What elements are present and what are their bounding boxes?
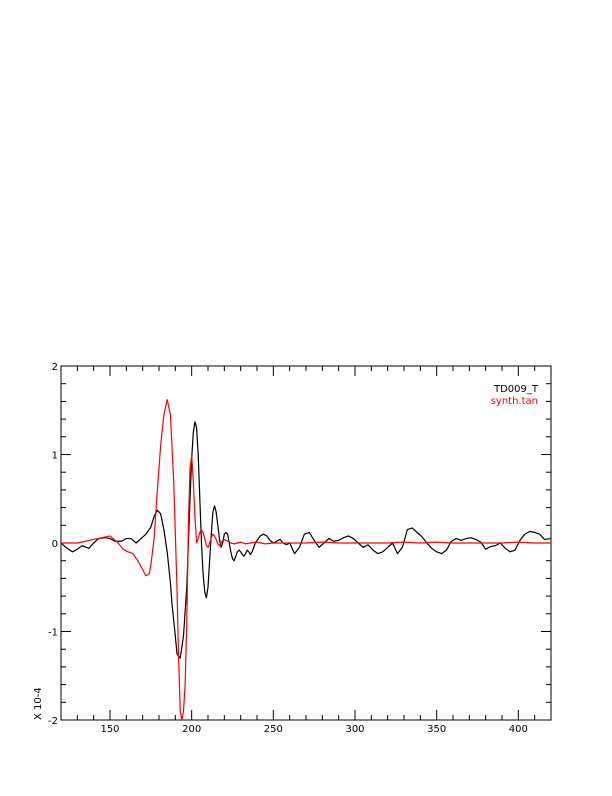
legend-entry-1: synth.tan [491,396,538,407]
y-tick-label: 0 [52,539,58,550]
legend-entry-0: TD009_T [493,384,539,395]
x-tick-label: 400 [509,724,528,735]
y-tick-label: -2 [48,716,58,727]
series-lines [61,399,551,720]
x-tick-label: 250 [264,724,283,735]
y-tick-label: 1 [52,451,58,462]
y-tick-label: 2 [52,362,58,373]
x-tick-label: 150 [100,724,119,735]
x-tick-label: 300 [345,724,364,735]
x-tick-label: 350 [427,724,446,735]
x-tick-label: 200 [182,724,201,735]
y-tick-label: -1 [48,628,58,639]
series-line-1 [61,399,551,720]
y-axis-label: X 10-4 [33,687,44,720]
ticks [60,365,552,721]
series-line-0 [61,421,551,659]
tick-labels: 150 200 250 300 350 400 -2 -1 0 1 2 [48,362,528,735]
